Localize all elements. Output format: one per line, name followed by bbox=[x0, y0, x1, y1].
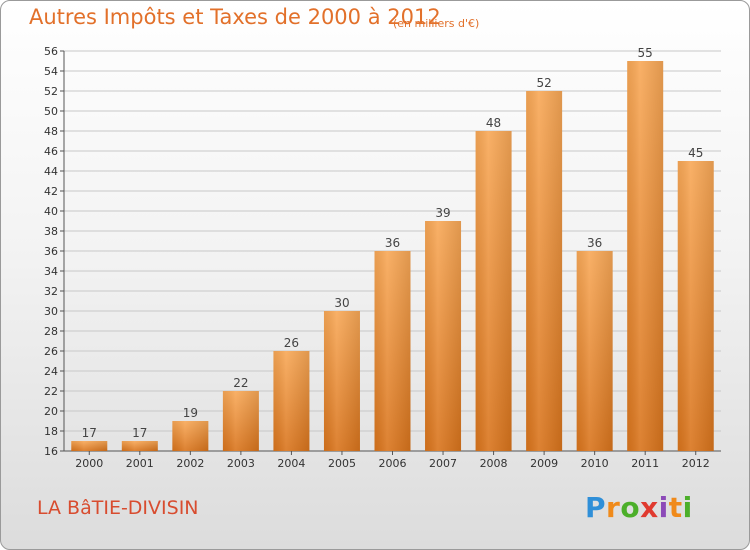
y-tick-label: 36 bbox=[44, 245, 58, 258]
data-label: 17 bbox=[132, 426, 147, 440]
bar-shade-2009 bbox=[526, 91, 563, 451]
bar-shade-2010 bbox=[576, 251, 613, 451]
bar-shade-2005 bbox=[323, 311, 360, 451]
y-tick-label: 30 bbox=[44, 305, 58, 318]
y-tick-label: 28 bbox=[44, 325, 58, 338]
proxiti-logo: Proxiti bbox=[585, 491, 693, 524]
y-tick-label: 18 bbox=[44, 425, 58, 438]
y-tick-label: 32 bbox=[44, 285, 58, 298]
y-tick-label: 44 bbox=[44, 165, 58, 178]
commune-name: LA BâTIE-DIVISIN bbox=[37, 497, 199, 519]
chart-subtitle: (en milliers d'€) bbox=[393, 17, 480, 30]
x-tick-label: 2000 bbox=[75, 457, 103, 470]
data-label: 36 bbox=[587, 236, 602, 250]
bar-shade-2004 bbox=[273, 351, 310, 451]
data-label: 26 bbox=[284, 336, 299, 350]
data-label: 39 bbox=[435, 206, 450, 220]
x-tick-label: 2010 bbox=[581, 457, 609, 470]
data-label: 30 bbox=[334, 296, 349, 310]
x-tick-label: 2004 bbox=[277, 457, 305, 470]
x-tick-label: 2002 bbox=[176, 457, 204, 470]
data-label: 52 bbox=[536, 76, 551, 90]
x-tick-label: 2001 bbox=[126, 457, 154, 470]
y-tick-label: 24 bbox=[44, 365, 58, 378]
bar-shade-2008 bbox=[475, 131, 512, 451]
bar-shade-2000 bbox=[71, 441, 108, 451]
bar-shade-2011 bbox=[627, 61, 664, 451]
bar-shade-2002 bbox=[172, 421, 209, 451]
y-tick-label: 42 bbox=[44, 185, 58, 198]
x-tick-label: 2007 bbox=[429, 457, 457, 470]
bar-shade-2007 bbox=[425, 221, 462, 451]
y-tick-label: 54 bbox=[44, 65, 58, 78]
y-tick-label: 16 bbox=[44, 445, 58, 458]
bar-shade-2006 bbox=[374, 251, 411, 451]
data-label: 22 bbox=[233, 376, 248, 390]
bar-shade-2001 bbox=[121, 441, 158, 451]
x-tick-label: 2012 bbox=[682, 457, 710, 470]
y-tick-label: 46 bbox=[44, 145, 58, 158]
y-tick-label: 48 bbox=[44, 125, 58, 138]
bar-shade-2003 bbox=[222, 391, 259, 451]
data-label: 45 bbox=[688, 146, 703, 160]
x-tick-label: 2008 bbox=[480, 457, 508, 470]
x-tick-label: 2005 bbox=[328, 457, 356, 470]
y-tick-label: 56 bbox=[44, 45, 58, 58]
y-tick-label: 50 bbox=[44, 105, 58, 118]
y-tick-label: 26 bbox=[44, 345, 58, 358]
y-tick-label: 40 bbox=[44, 205, 58, 218]
y-tick-label: 52 bbox=[44, 85, 58, 98]
data-label: 48 bbox=[486, 116, 501, 130]
data-label: 36 bbox=[385, 236, 400, 250]
y-tick-label: 38 bbox=[44, 225, 58, 238]
y-tick-label: 22 bbox=[44, 385, 58, 398]
x-tick-label: 2003 bbox=[227, 457, 255, 470]
data-label: 17 bbox=[82, 426, 97, 440]
y-tick-label: 34 bbox=[44, 265, 58, 278]
x-tick-label: 2011 bbox=[631, 457, 659, 470]
chart-title: Autres Impôts et Taxes de 2000 à 2012 bbox=[29, 5, 441, 29]
x-tick-label: 2009 bbox=[530, 457, 558, 470]
bar-shade-2012 bbox=[677, 161, 714, 451]
data-label: 55 bbox=[638, 46, 653, 60]
data-label: 19 bbox=[183, 406, 198, 420]
x-tick-label: 2006 bbox=[379, 457, 407, 470]
y-tick-label: 20 bbox=[44, 405, 58, 418]
